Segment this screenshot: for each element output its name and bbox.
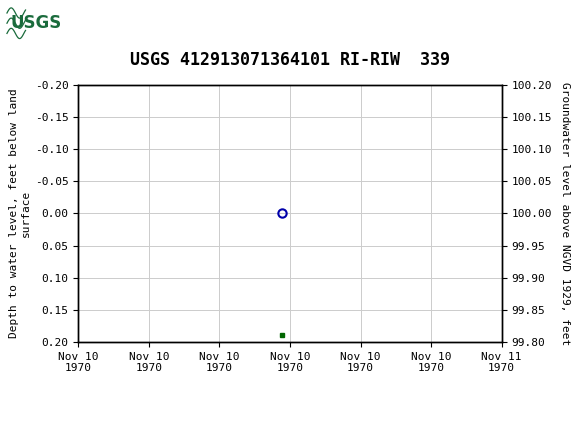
Y-axis label: Depth to water level, feet below land
surface: Depth to water level, feet below land su… bbox=[9, 89, 31, 338]
Text: USGS 412913071364101 RI-RIW  339: USGS 412913071364101 RI-RIW 339 bbox=[130, 51, 450, 69]
Text: USGS: USGS bbox=[11, 14, 62, 32]
Y-axis label: Groundwater level above NGVD 1929, feet: Groundwater level above NGVD 1929, feet bbox=[560, 82, 570, 345]
FancyBboxPatch shape bbox=[5, 3, 60, 44]
